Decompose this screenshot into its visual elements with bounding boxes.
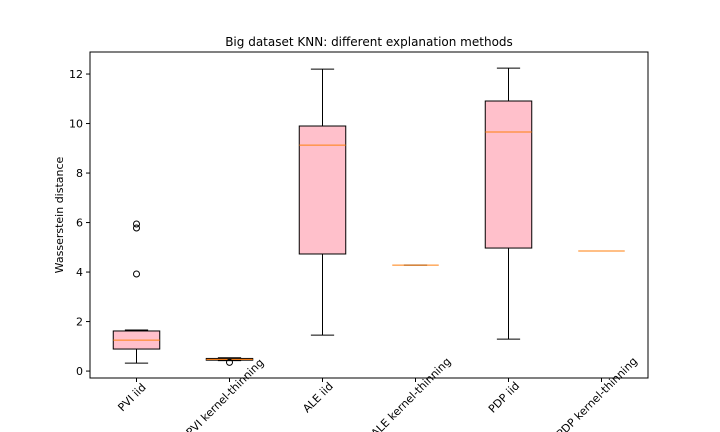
y-tick-label: 4 [76, 266, 83, 279]
outlier [133, 224, 140, 232]
y-axis-label: Wasserstein distance [53, 156, 66, 273]
y-tick-label: 8 [76, 167, 83, 180]
y-tick-label: 2 [76, 316, 83, 329]
y-tick-label: 6 [76, 217, 83, 230]
chart-title: Big dataset KNN: different explanation m… [225, 35, 513, 49]
box [484, 100, 533, 249]
outlier [226, 358, 233, 366]
y-tick-label: 0 [76, 365, 83, 378]
y-tick-label: 10 [69, 118, 83, 131]
y-tick-label: 12 [69, 68, 83, 81]
plot-frame [89, 51, 649, 379]
box [298, 125, 347, 255]
outlier [133, 270, 140, 278]
outlier [133, 220, 140, 228]
